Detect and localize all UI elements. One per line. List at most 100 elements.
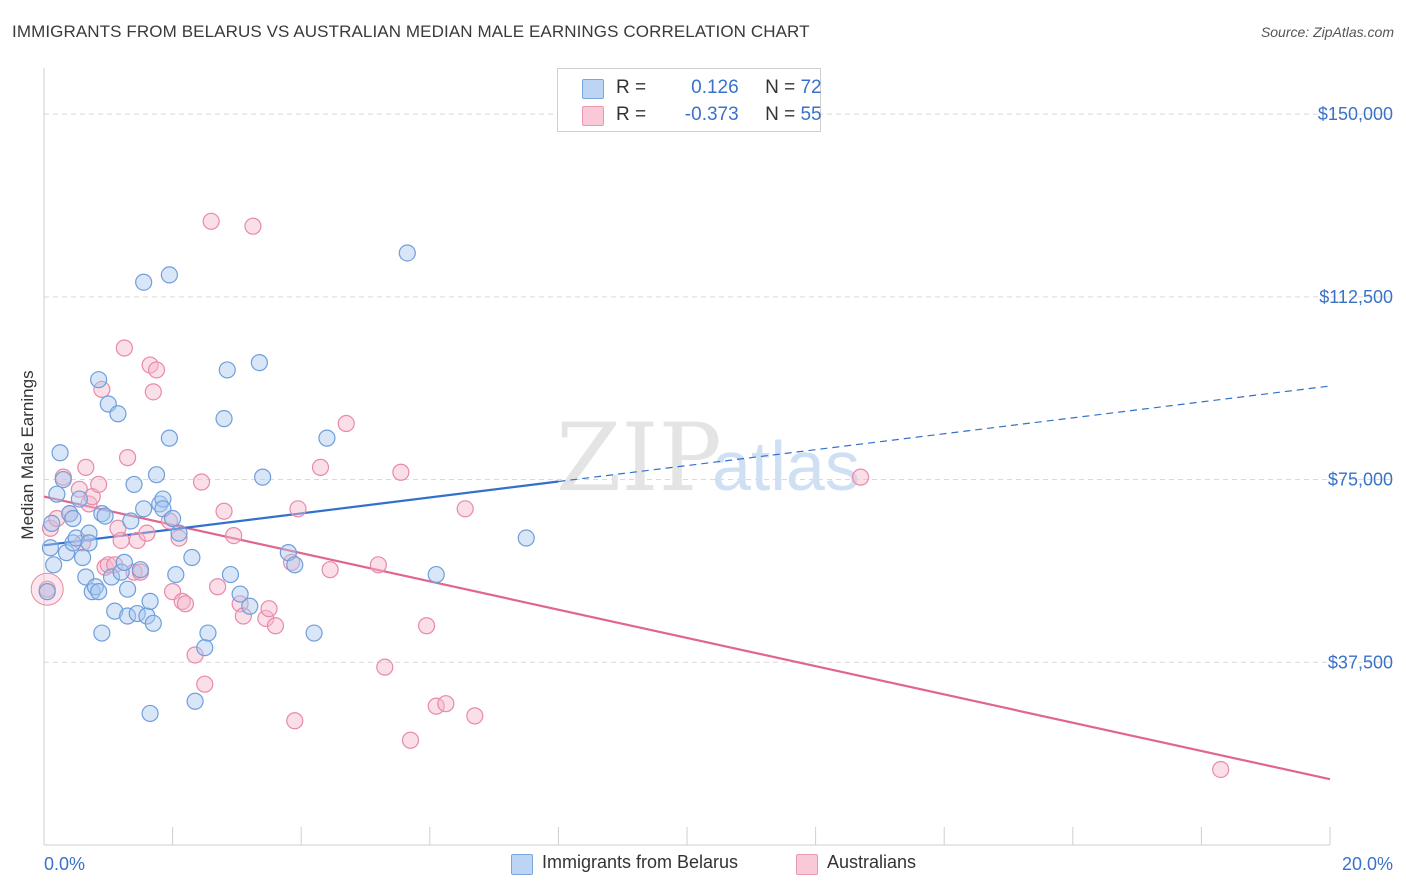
data-point-belarus	[167, 565, 185, 584]
data-point-belarus	[131, 561, 150, 579]
data-point-belarus	[305, 624, 323, 642]
data-point-belarus	[199, 624, 217, 642]
x-tick-label: 20.0%	[1342, 854, 1393, 874]
data-point-australians	[118, 449, 137, 467]
trend-line-belarus	[43, 480, 559, 547]
data-point-belarus	[80, 524, 98, 542]
data-point-australians	[112, 531, 130, 550]
data-point-australians	[369, 556, 387, 574]
data-point-belarus	[286, 556, 304, 574]
data-point-australians	[260, 600, 278, 618]
n-value: 55	[800, 104, 822, 125]
data-point-belarus	[48, 485, 66, 503]
n-label: N =	[765, 104, 796, 125]
data-point-belarus	[186, 692, 204, 710]
legend-label-belarus: Immigrants from Belarus	[542, 852, 739, 872]
data-point-australians	[1212, 760, 1230, 779]
y-axis-label: Median Male Earnings	[18, 370, 37, 539]
legend-swatch-pink	[582, 106, 604, 126]
chart-title: IMMIGRANTS FROM BELARUS VS AUSTRALIAN ME…	[12, 22, 810, 41]
data-point-belarus	[115, 553, 133, 571]
data-point-australians	[196, 675, 214, 693]
data-point-belarus	[106, 602, 124, 620]
data-point-australians	[93, 380, 111, 399]
data-point-belarus	[398, 244, 416, 262]
data-point-belarus	[83, 583, 101, 601]
data-point-belarus	[144, 614, 162, 632]
data-point-belarus	[135, 500, 153, 518]
trend-line-belarus-extension	[558, 385, 1331, 483]
data-point-belarus	[112, 563, 130, 581]
legend-swatch-pink	[796, 854, 818, 875]
data-point-belarus	[93, 505, 111, 523]
data-point-australians	[170, 529, 188, 547]
y-tick-label: $112,500	[1319, 287, 1393, 307]
data-point-belarus	[125, 475, 143, 494]
data-point-belarus	[250, 354, 269, 372]
data-point-belarus	[231, 585, 249, 603]
data-point-belarus	[86, 578, 105, 596]
data-point-belarus	[221, 565, 240, 584]
data-point-belarus	[183, 548, 201, 567]
y-tick-label: $150,000	[1318, 104, 1393, 124]
data-point-belarus	[96, 507, 114, 525]
data-point-australians-large	[30, 572, 64, 606]
data-point-australians	[286, 712, 304, 730]
data-point-belarus	[54, 470, 72, 489]
data-point-australians	[852, 468, 870, 486]
data-point-australians	[437, 695, 455, 713]
data-point-belarus	[70, 490, 88, 508]
data-point-belarus	[147, 466, 166, 484]
data-point-belarus	[427, 565, 445, 584]
y-tick-label: $75,000	[1328, 470, 1393, 490]
data-point-australians	[311, 458, 330, 476]
data-point-australians	[215, 502, 233, 520]
axes	[43, 68, 1331, 846]
legend-swatch-blue	[511, 854, 533, 875]
data-point-belarus	[151, 495, 169, 513]
data-point-belarus	[80, 534, 98, 552]
data-point-australians	[289, 500, 307, 518]
data-point-australians	[176, 595, 195, 613]
data-point-australians	[401, 731, 420, 749]
data-point-australians	[466, 707, 484, 725]
data-point-australians	[321, 561, 339, 579]
watermark: ZIP atlas	[556, 404, 860, 513]
data-point-belarus	[102, 568, 121, 586]
data-point-belarus	[141, 704, 159, 723]
watermark-atlas: atlas	[712, 427, 860, 505]
data-point-belarus	[67, 529, 85, 547]
data-point-belarus	[90, 583, 108, 601]
n-value: 72	[800, 77, 822, 98]
data-point-belarus	[118, 580, 137, 598]
data-point-belarus	[64, 509, 82, 528]
data-point-australians	[138, 524, 156, 542]
trend-line-australians	[43, 495, 1331, 781]
data-point-australians	[417, 617, 436, 635]
data-point-belarus	[170, 524, 188, 542]
data-point-belarus	[218, 361, 236, 379]
series-australians	[30, 212, 1230, 779]
data-point-belarus	[254, 468, 272, 486]
y-tick-label: $37,500	[1328, 652, 1393, 672]
data-point-australians	[225, 526, 243, 545]
r-label: R =	[616, 77, 647, 98]
data-point-australians	[202, 212, 220, 230]
data-point-australians	[266, 617, 285, 635]
series-immigrants-from-belarus	[38, 244, 535, 723]
data-point-belarus	[93, 624, 111, 642]
data-point-belarus	[141, 592, 159, 610]
data-point-belarus	[45, 556, 63, 574]
data-point-belarus	[41, 539, 60, 557]
data-point-australians	[70, 480, 88, 498]
data-point-australians	[90, 475, 108, 494]
n-label: N =	[765, 77, 796, 98]
data-point-belarus	[51, 444, 69, 462]
data-point-belarus	[38, 583, 56, 601]
data-point-australians	[192, 473, 211, 491]
data-point-belarus	[160, 266, 178, 284]
data-point-belarus	[160, 429, 178, 447]
data-point-belarus	[318, 429, 336, 447]
data-point-belarus	[90, 371, 108, 389]
